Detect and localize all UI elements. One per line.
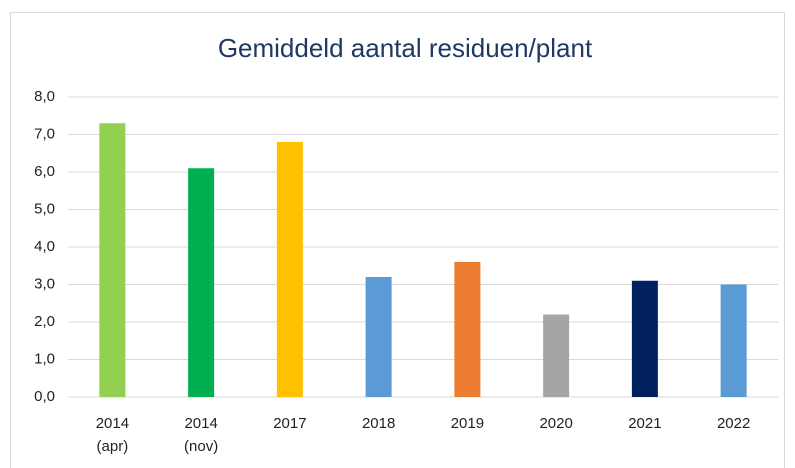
y-tick-label: 4,0 [34,238,55,255]
x-tick-label: 2021 [628,415,662,432]
y-tick-label: 6,0 [34,163,55,180]
bar [454,262,481,397]
bar [631,280,658,397]
x-tick-label: 2017 [273,415,307,432]
bar [188,168,215,397]
bar [276,142,303,397]
y-tick-label: 7,0 [34,125,55,142]
x-tick-label: 2019 [450,415,485,432]
bar [543,314,570,397]
y-tick-label: 1,0 [34,350,55,367]
x-tick-label: 2022 [716,415,751,432]
y-tick-label: 0,0 [34,388,55,405]
x-tick-label: 2018 [361,415,396,432]
x-tick-label: 2014 (nov) [184,415,219,455]
bar [99,123,126,397]
x-tick-label: 2014 (apr) [95,415,130,455]
y-tick-label: 3,0 [34,275,55,292]
chart-border [10,12,785,468]
y-tick-label: 2,0 [34,313,55,330]
y-tick-label: 5,0 [34,200,55,217]
chart-title: Gemiddeld aantal residuen/plant [218,33,593,63]
x-tick-label: 2020 [539,415,573,432]
bar [365,277,392,397]
y-tick-label: 8,0 [34,88,55,105]
bar [720,284,747,397]
